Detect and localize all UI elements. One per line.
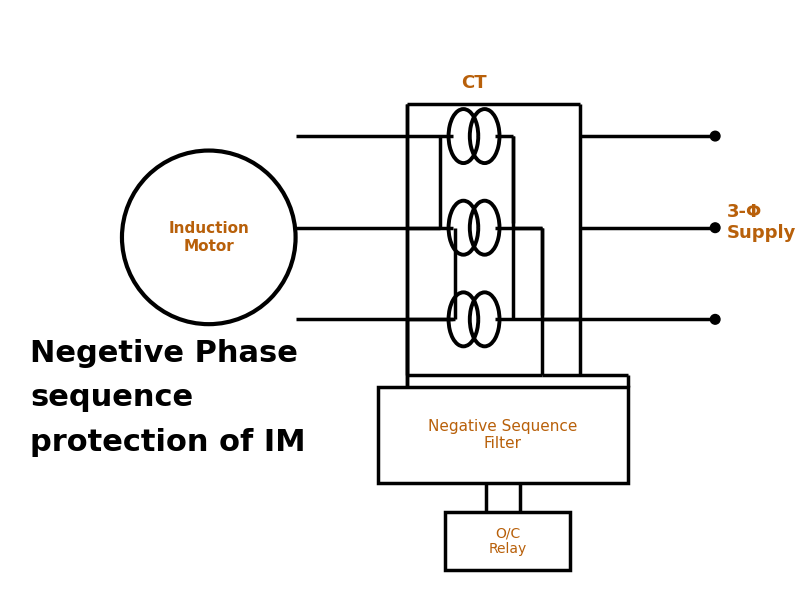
Circle shape	[710, 131, 720, 141]
Text: Induction
Motor: Induction Motor	[168, 221, 249, 253]
Circle shape	[710, 315, 720, 324]
Text: Negative Sequence
Filter: Negative Sequence Filter	[428, 419, 578, 451]
Text: O/C
Relay: O/C Relay	[488, 526, 527, 557]
Text: Negetive Phase: Negetive Phase	[31, 339, 298, 368]
Circle shape	[710, 223, 720, 233]
Text: 3-Φ
Supply: 3-Φ Supply	[727, 203, 796, 242]
Bar	[445, 513, 571, 570]
Text: sequence: sequence	[31, 383, 193, 412]
Text: protection of IM: protection of IM	[31, 428, 306, 456]
Bar	[377, 387, 629, 484]
Text: CT: CT	[461, 74, 487, 92]
